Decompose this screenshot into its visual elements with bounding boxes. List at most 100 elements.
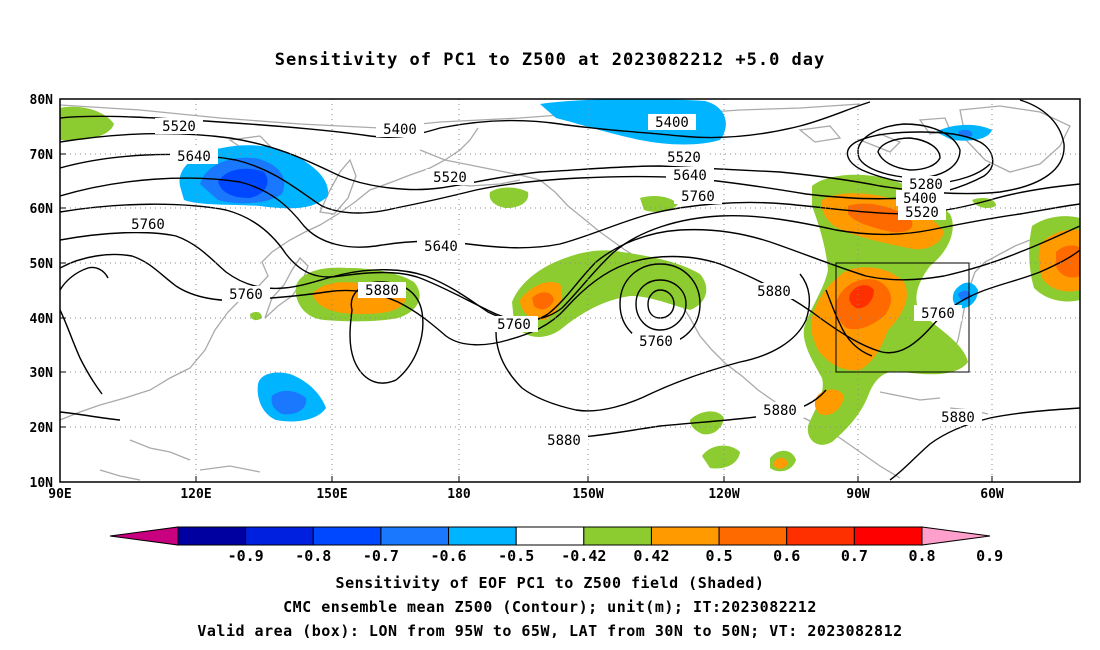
lon-label: 120E <box>180 487 211 502</box>
lon-label: 60W <box>980 487 1004 502</box>
contour-label: 5400 <box>655 115 689 131</box>
orange-anomaly-goa-core <box>532 292 554 310</box>
colorbar-cell <box>177 526 247 546</box>
contour-label: 5760 <box>639 334 673 350</box>
colorbar: -0.9 -0.8 -0.7 -0.6 -0.5 -0.42 0.42 0.5 0.6 0.7 0.… <box>109 526 1003 565</box>
contour-label-bg <box>648 114 696 130</box>
contour-label-bg <box>376 121 424 137</box>
positive-anomaly-midpacific <box>640 196 678 212</box>
contour-label-bg <box>914 305 962 321</box>
contour-label: 5520 <box>905 205 939 221</box>
lon-label: 180 <box>447 487 471 502</box>
contour-label-bg <box>660 149 708 165</box>
positive-anomaly-tropics-2 <box>702 445 740 469</box>
colorbar-label: -0.7 <box>363 547 399 565</box>
contour-label-bg <box>898 204 946 220</box>
caption-line-3: Valid area (box): LON from 95W to 65W, L… <box>197 622 903 640</box>
orange-anomaly-canada-core <box>848 203 913 233</box>
colorbar-label: 0.7 <box>841 547 868 565</box>
latitude-labels: 80N 70N 60N 50N 40N 30N 20N 10N <box>30 93 54 491</box>
colorbar-cell <box>583 526 652 546</box>
contour-label: 5880 <box>365 283 399 299</box>
positive-anomaly-west-edge <box>60 106 114 141</box>
contour-label-bg <box>666 167 714 183</box>
map-frame <box>59 98 1081 483</box>
colorbar-label: -0.9 <box>228 547 264 565</box>
contour-label-bg <box>155 118 203 134</box>
lat-label: 30N <box>30 366 54 381</box>
contour-label-bg <box>896 190 944 206</box>
caption-line-1: Sensitivity of EOF PC1 to Z500 field (Sh… <box>335 574 765 592</box>
contour-label: 5760 <box>681 189 715 205</box>
contour-label-bg <box>934 409 982 425</box>
colorbar-label: -0.8 <box>295 547 331 565</box>
lat-label: 50N <box>30 257 54 272</box>
lat-label: 10N <box>30 476 54 491</box>
contour-label: 5880 <box>941 410 975 426</box>
lat-label: 60N <box>30 202 54 217</box>
colorbar-label: -0.6 <box>430 547 466 565</box>
contour-label: 5280 <box>909 177 943 193</box>
colorbar-cell <box>786 526 855 546</box>
colorbar-right-arrow <box>921 526 991 546</box>
contour-label: 5640 <box>424 239 458 255</box>
contour-label: 5640 <box>673 168 707 184</box>
colorbar-cell <box>718 526 788 546</box>
contour-label: 5880 <box>547 433 581 449</box>
contour-label: 5880 <box>757 284 791 300</box>
caption-line-2: CMC ensemble mean Z500 (Contour); unit(m… <box>283 598 817 616</box>
contour-label: 5760 <box>131 217 165 233</box>
contour-label-bg <box>902 176 950 192</box>
colorbar-cell <box>650 526 720 546</box>
contour-label-bg <box>674 188 722 204</box>
colorbar-label: 0.42 <box>633 547 669 565</box>
orange-anomaly-east-atlantic-core <box>1056 245 1080 278</box>
axis-ticks <box>60 98 993 482</box>
orange-anomaly-gulf <box>814 389 844 416</box>
lon-label: 120W <box>708 487 739 502</box>
positive-anomaly-asia-small <box>250 311 262 321</box>
colorbar-cell <box>853 526 923 546</box>
positive-anomaly-goa-arc <box>512 250 707 337</box>
contour-label-bg <box>417 238 465 254</box>
red-anomaly-us-inner <box>849 285 874 309</box>
contour-label-bg <box>540 432 588 448</box>
colorbar-label: 0.5 <box>706 547 733 565</box>
valid-area-box <box>835 262 970 373</box>
lon-label: 90W <box>846 487 870 502</box>
contour-label: 5760 <box>229 287 263 303</box>
contour-label: 5400 <box>383 122 417 138</box>
contour-label: 5760 <box>497 317 531 333</box>
contour-labels: 5520 5400 5640 5760 5760 5880 5520 5400 … <box>124 114 982 449</box>
lat-label: 20N <box>30 421 54 436</box>
contour-label-bg <box>426 169 474 185</box>
negative-anomaly-arctic <box>540 99 726 145</box>
contour-label-bg <box>170 148 218 164</box>
orange-anomaly-tropics <box>774 457 788 469</box>
contour-label-bg <box>632 333 680 349</box>
colorbar-cell <box>312 526 382 546</box>
contour-label-bg <box>750 283 798 299</box>
contour-label: 5640 <box>177 149 211 165</box>
map-title: Sensitivity of PC1 to Z500 at 2023082212… <box>274 50 826 70</box>
contour-label-bg <box>490 316 538 332</box>
contour-label: 5520 <box>162 119 196 135</box>
colorbar-cell <box>380 526 450 546</box>
contour-label-bg <box>124 216 172 232</box>
lat-label: 70N <box>30 148 54 163</box>
colorbar-cell <box>448 526 517 546</box>
contour-label-bg <box>358 282 406 298</box>
contour-label-bg <box>756 402 804 418</box>
colorbar-cell <box>515 526 585 546</box>
negative-anomaly-pacific-core <box>271 390 307 415</box>
colorbar-label: 0.9 <box>976 547 1003 565</box>
contour-label: 5880 <box>763 403 797 419</box>
lon-label: 150E <box>316 487 347 502</box>
contour-label: 5520 <box>433 170 467 186</box>
colorbar-label: 0.6 <box>773 547 800 565</box>
positive-anomaly-dateline-north <box>489 187 529 208</box>
colorbar-label: 0.8 <box>908 547 935 565</box>
lat-label: 40N <box>30 312 54 327</box>
lon-label: 90E <box>48 487 71 502</box>
